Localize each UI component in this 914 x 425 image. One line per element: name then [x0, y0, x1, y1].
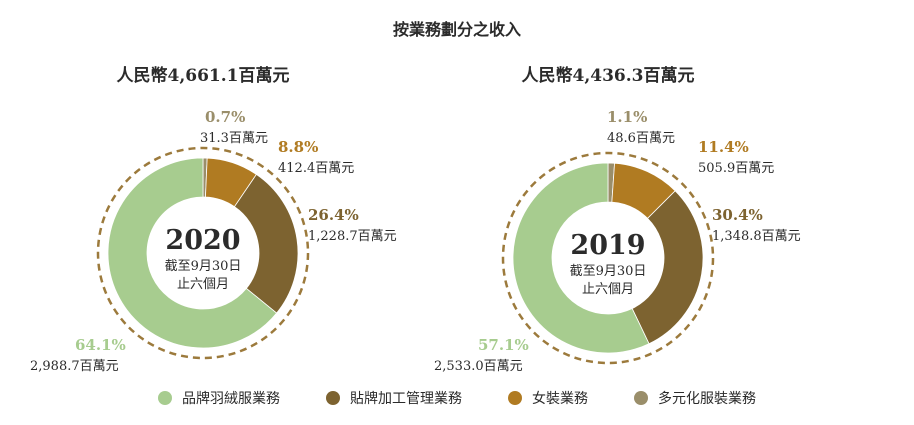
value-label-diversified-2020: 31.3百萬元 — [200, 131, 268, 146]
value-label-oem-2020: 1,228.7百萬元 — [308, 229, 397, 244]
value-label-brand-2020: 2,988.7百萬元 — [30, 359, 119, 374]
legend-item-women: 女裝業務 — [508, 388, 588, 408]
slice-brand-2019 — [512, 162, 650, 354]
slice-oem-2019 — [631, 190, 704, 345]
legend-label-brand: 品牌羽絨服業務 — [182, 391, 280, 407]
legend-dot-brand — [158, 391, 172, 405]
legend-item-diversified: 多元化服裝業務 — [634, 388, 756, 408]
legend-label-oem: 貼牌加工管理業務 — [350, 391, 462, 407]
center-year-2020: 2020 — [165, 225, 240, 256]
value-label-women-2019: 505.9百萬元 — [698, 161, 774, 176]
center-period-line2-2019: 止六個月 — [582, 282, 634, 297]
center-period-line1-2019: 截至9月30日 — [570, 264, 647, 279]
slice-brand-2020 — [107, 157, 278, 349]
legend-item-oem: 貼牌加工管理業務 — [326, 388, 462, 408]
center-period-line1-2020: 截至9月30日 — [165, 259, 242, 274]
legend: 品牌羽絨服業務 貼牌加工管理業務 女裝業務 多元化服裝業務 — [0, 388, 914, 408]
percent-label-oem-2019: 30.4% — [712, 206, 763, 224]
total-label-2019: 人民幣4,436.3百萬元 — [522, 65, 695, 86]
dashed-ring-2019 — [501, 151, 715, 365]
percent-label-brand-2020: 64.1% — [75, 336, 126, 354]
percent-label-brand-2019: 57.1% — [478, 336, 529, 354]
slice-oem-2020 — [233, 173, 299, 314]
legend-dot-women — [508, 391, 522, 405]
center-year-2019: 2019 — [570, 230, 645, 261]
legend-item-brand: 品牌羽絨服業務 — [158, 388, 280, 408]
total-label-2020: 人民幣4,661.1百萬元 — [117, 65, 290, 86]
value-label-diversified-2019: 48.6百萬元 — [607, 131, 675, 146]
value-label-brand-2019: 2,533.0百萬元 — [434, 359, 523, 374]
percent-label-diversified-2020: 0.7% — [205, 108, 245, 126]
value-label-women-2020: 412.4百萬元 — [278, 161, 354, 176]
center-period-line2-2020: 止六個月 — [177, 277, 229, 292]
percent-label-women-2019: 11.4% — [698, 138, 749, 156]
legend-label-women: 女裝業務 — [532, 391, 588, 407]
value-label-oem-2019: 1,348.8百萬元 — [712, 229, 801, 244]
percent-label-oem-2020: 26.4% — [308, 206, 359, 224]
percent-label-diversified-2019: 1.1% — [607, 108, 647, 126]
legend-label-diversified: 多元化服裝業務 — [658, 391, 756, 407]
chart-title: 按業務劃分之收入 — [393, 20, 521, 39]
legend-dot-diversified — [634, 391, 648, 405]
percent-label-women-2020: 8.8% — [278, 138, 318, 156]
legend-dot-oem — [326, 391, 340, 405]
dashed-ring-2020 — [96, 146, 310, 360]
